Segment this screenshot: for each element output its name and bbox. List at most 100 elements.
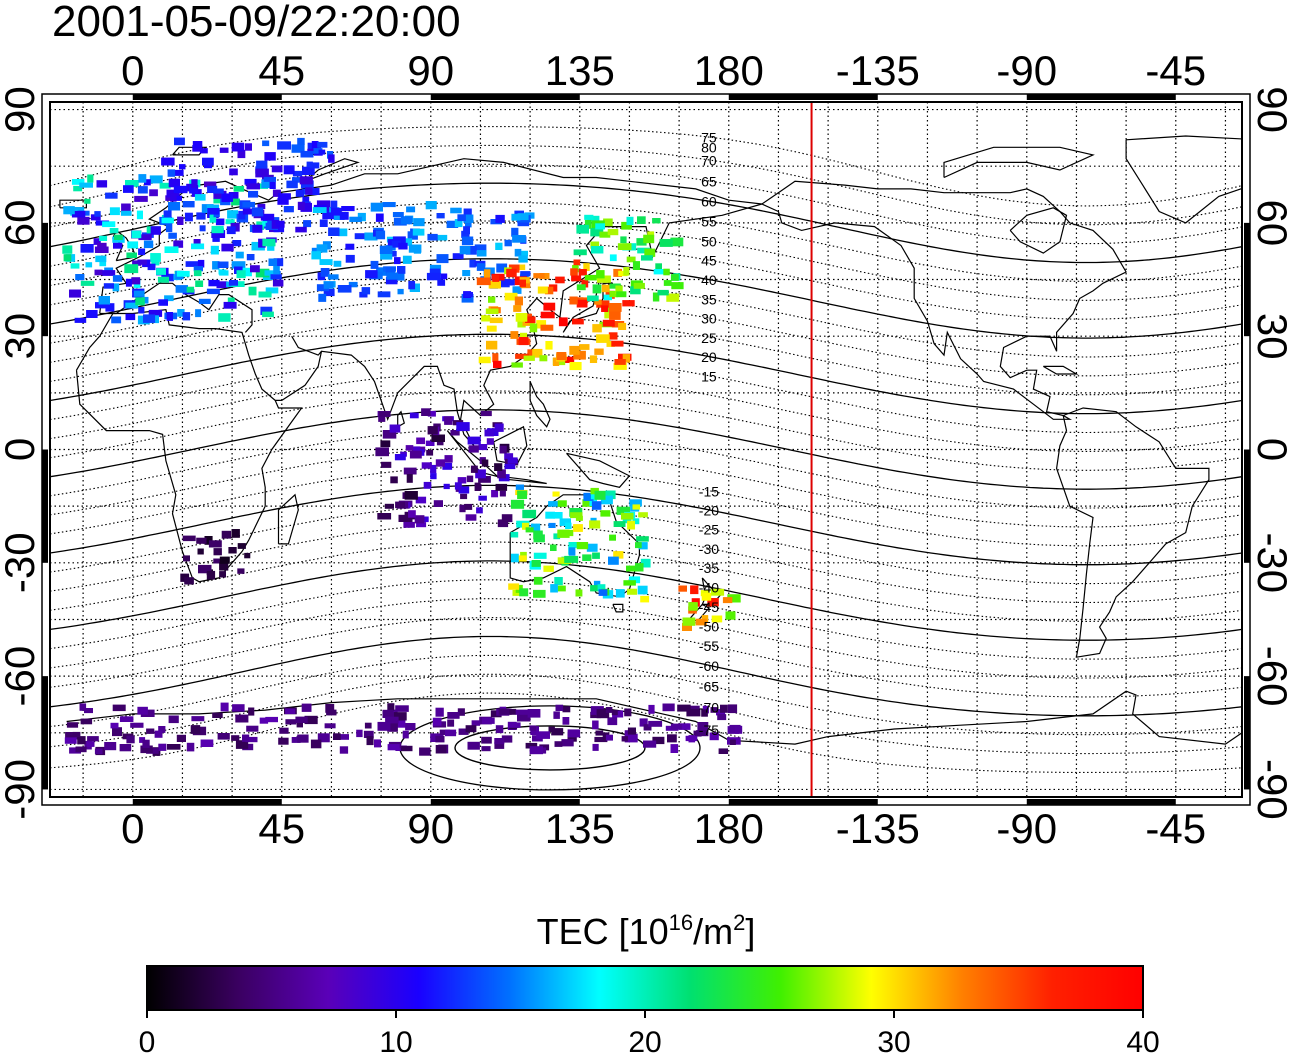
tec-cell	[197, 259, 205, 268]
tec-cell	[260, 306, 273, 315]
tec-cell	[277, 197, 289, 205]
tec-cell	[435, 459, 445, 467]
tec-cell	[264, 152, 276, 161]
tec-cell	[596, 334, 610, 343]
tec-cell	[533, 530, 543, 540]
tec-cell	[720, 704, 728, 713]
left-lat-label: -30	[0, 532, 43, 593]
tec-cell	[380, 252, 393, 260]
tec-region-southern-africa	[180, 529, 251, 585]
mlat-label: 20	[701, 349, 717, 365]
tec-cell	[146, 728, 155, 734]
tec-cell	[126, 252, 137, 258]
tec-cell	[131, 230, 142, 239]
tec-cell	[194, 194, 206, 201]
tec-cell	[405, 445, 414, 451]
tec-cell	[489, 317, 503, 324]
tec-cell	[567, 733, 577, 742]
tec-cell	[554, 577, 563, 586]
tec-cell	[474, 482, 481, 491]
tec-cell	[543, 565, 554, 572]
mlat-contour	[50, 428, 1242, 509]
tec-cell	[269, 181, 276, 189]
tec-cell	[517, 320, 526, 328]
coastline	[1043, 365, 1079, 375]
tec-cell	[466, 475, 474, 483]
tec-cell	[79, 703, 87, 711]
tec-cell	[319, 219, 328, 227]
tec-cell	[189, 185, 199, 194]
tec-cell	[497, 519, 509, 528]
tec-cell	[63, 206, 75, 215]
tec-cell	[494, 742, 505, 749]
tec-cell	[213, 558, 224, 564]
tec-cell	[552, 491, 560, 497]
tec-cell	[643, 724, 652, 731]
tec-cell	[589, 520, 601, 529]
tec-cell	[191, 716, 205, 722]
tec-cell	[609, 534, 616, 541]
magnetic-latitude-contours	[50, 126, 1242, 791]
tec-cell	[220, 702, 229, 712]
tec-cell	[648, 720, 663, 727]
tec-cell	[206, 570, 216, 580]
tec-cell	[177, 216, 184, 225]
tec-cell	[302, 166, 315, 175]
tec-cell	[244, 552, 251, 559]
tec-cell	[670, 744, 679, 753]
tec-cell	[111, 316, 122, 324]
tec-cell	[550, 544, 557, 551]
tec-cell	[394, 257, 401, 265]
tec-cell	[592, 324, 602, 333]
tec-cell	[255, 268, 270, 278]
tec-cell	[427, 426, 438, 435]
tec-cell	[250, 265, 260, 273]
tec-cell	[95, 255, 107, 263]
tec-cell	[258, 291, 272, 298]
tec-cell	[228, 192, 239, 200]
tec-cell	[611, 340, 624, 347]
tec-cell	[442, 462, 453, 470]
tec-cell	[311, 251, 321, 260]
tec-cell	[461, 230, 470, 238]
tec-cell	[389, 424, 401, 433]
tec-cell	[310, 739, 322, 749]
tec-cell	[277, 141, 291, 150]
tec-cell	[212, 712, 223, 718]
tec-cell	[390, 476, 398, 484]
tec-cell	[494, 463, 503, 471]
tec-cell	[132, 260, 142, 266]
tec-cell	[387, 723, 398, 732]
tec-cell	[378, 416, 386, 422]
tec-cell	[499, 445, 507, 454]
tec-cell	[316, 244, 328, 253]
tec-cell	[385, 277, 398, 285]
tec-cell	[196, 537, 207, 544]
mlat-contour	[50, 258, 1242, 339]
frame-bar-right	[1244, 222, 1250, 337]
tec-cell	[366, 736, 374, 746]
tec-cell	[330, 200, 338, 209]
tec-cell	[218, 313, 231, 322]
tec-cell	[727, 704, 738, 714]
tec-cell	[594, 348, 604, 355]
tec-cell	[486, 340, 498, 350]
tec-cell	[569, 296, 578, 305]
tec-cell	[138, 174, 147, 183]
frame-bar-right	[1244, 449, 1250, 563]
tec-cell	[501, 514, 513, 523]
tec-cell	[213, 198, 227, 204]
tec-cell	[131, 277, 141, 285]
tec-cell	[339, 746, 349, 754]
tec-cell	[536, 320, 547, 329]
tec-cell	[166, 744, 181, 750]
tec-cell	[341, 206, 355, 212]
tec-cell	[627, 520, 635, 530]
tec-cell	[182, 201, 195, 208]
tec-cell	[592, 743, 599, 751]
left-lat-label: 30	[0, 313, 43, 360]
tec-cell	[202, 157, 214, 166]
tec-cell	[652, 736, 665, 745]
tec-cell	[109, 228, 119, 234]
